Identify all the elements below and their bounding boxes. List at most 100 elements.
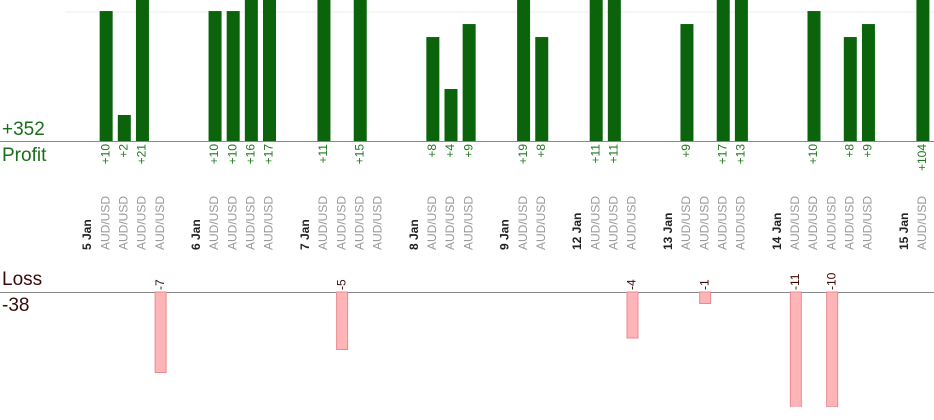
symbol-label: AUD/USD [262, 196, 276, 250]
profit-bar [843, 37, 857, 141]
symbol-label: AUD/USD [352, 196, 366, 250]
date-label: 9 Jan [498, 219, 512, 250]
profit-label: +19 [516, 144, 530, 165]
symbol-label: AUD/USD [225, 196, 239, 250]
profit-label: +9 [861, 144, 875, 158]
date-label: 12 Jan [570, 213, 584, 250]
symbol-label: AUD/USD [371, 196, 385, 250]
profit-label: +2 [116, 144, 130, 158]
profit-label: +8 [842, 144, 856, 158]
symbol-label: AUD/USD [334, 196, 348, 250]
profit-bar [244, 0, 258, 141]
profit-label: +10 [806, 144, 820, 165]
profit-bar [426, 37, 440, 141]
profit-bar [99, 11, 113, 142]
profit-label: +4 [443, 144, 457, 158]
date-label: 8 Jan [407, 219, 421, 250]
loss-total: -38 [2, 295, 29, 316]
profit-total: +352 [2, 119, 45, 140]
symbol-label: AUD/USD [861, 196, 875, 250]
profit-bar [535, 37, 549, 141]
symbol-label: AUD/USD [788, 196, 802, 250]
profit-bar [861, 24, 875, 142]
symbol-label: AUD/USD [207, 196, 221, 250]
profit-bar [680, 24, 694, 142]
loss-label: -7 [153, 279, 167, 290]
profit-bar [135, 0, 149, 141]
profit-bar [462, 24, 476, 142]
date-label: 15 Jan [897, 213, 911, 250]
profit-label: +8 [425, 144, 439, 158]
loss-label: -5 [334, 279, 348, 290]
profit-bar [444, 89, 458, 141]
symbol-label: AUD/USD [461, 196, 475, 250]
symbol-label: AUD/USD [842, 196, 856, 250]
profit-bar [226, 11, 240, 142]
symbol-label: AUD/USD [715, 196, 729, 250]
profit-bar [317, 0, 331, 142]
loss-label: -10 [824, 272, 838, 290]
profit-label: +15 [352, 144, 366, 165]
profit-label: +10 [98, 144, 112, 165]
profit-label: +16 [244, 144, 258, 165]
symbol-label: AUD/USD [135, 196, 149, 250]
symbol-label: AUD/USD [734, 196, 748, 250]
profit-label: +9 [679, 144, 693, 158]
loss-bar [154, 291, 167, 373]
profit-bar [716, 0, 730, 141]
profit-label: +10 [225, 144, 239, 165]
symbol-label: AUD/USD [625, 196, 639, 250]
profit-label: +11 [588, 144, 602, 164]
loss-label: -4 [625, 279, 639, 290]
profit-bar [517, 0, 531, 141]
date-label: 13 Jan [661, 213, 675, 250]
symbol-label: AUD/USD [588, 196, 602, 250]
loss-bar [336, 291, 349, 350]
profit-label: +104 [915, 144, 929, 171]
symbol-label: AUD/USD [534, 196, 548, 250]
profit-label: +11 [316, 144, 330, 164]
profit-bar [117, 115, 131, 141]
symbol-label: AUD/USD [244, 196, 258, 250]
symbol-label: AUD/USD [443, 196, 457, 250]
symbol-label: AUD/USD [697, 196, 711, 250]
symbol-label: AUD/USD [116, 196, 130, 250]
profit-label: +9 [461, 144, 475, 158]
profit-bar [807, 11, 821, 142]
profit-bar [208, 11, 222, 142]
loss-label: -1 [697, 279, 711, 290]
symbol-label: AUD/USD [679, 196, 693, 250]
loss-title: Loss [2, 269, 42, 290]
profit-bar [589, 0, 603, 142]
profit-label: +13 [734, 144, 748, 165]
profit-label: +17 [715, 144, 729, 165]
loss-bar [626, 291, 639, 339]
symbol-label: AUD/USD [425, 196, 439, 250]
profit-bar [916, 0, 930, 141]
symbol-label: AUD/USD [806, 196, 820, 250]
profit-bar [353, 0, 367, 142]
symbol-label: AUD/USD [516, 196, 530, 250]
symbol-label: AUD/USD [98, 196, 112, 250]
profit-label: +17 [262, 144, 276, 165]
profit-title: Profit [2, 145, 47, 166]
loss-label: -11 [788, 273, 802, 290]
profit-bar [607, 0, 621, 142]
symbol-label: AUD/USD [316, 196, 330, 250]
profit-bar [263, 0, 276, 141]
symbol-label: AUD/USD [153, 196, 167, 250]
date-label: 5 Jan [80, 219, 94, 250]
profit-bar [734, 0, 748, 142]
symbol-label: AUD/USD [824, 196, 838, 250]
loss-bar [789, 291, 802, 407]
date-label: 7 Jan [298, 219, 312, 250]
profit-label: +10 [207, 144, 221, 165]
profit-label: +8 [534, 144, 548, 158]
symbol-label: AUD/USD [915, 196, 929, 250]
profit-label: +11 [607, 144, 621, 164]
date-label: 14 Jan [770, 213, 784, 250]
symbol-label: AUD/USD [607, 196, 621, 250]
date-label: 6 Jan [189, 219, 203, 250]
loss-bar [699, 291, 712, 304]
